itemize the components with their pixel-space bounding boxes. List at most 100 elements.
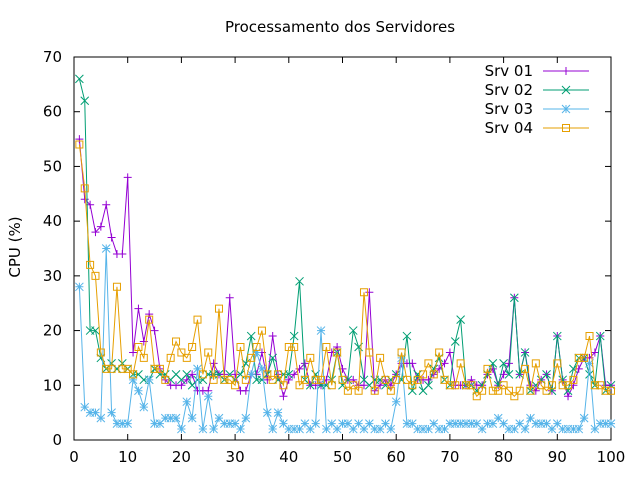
data-point	[407, 386, 417, 396]
data-point	[467, 375, 476, 384]
plot-area: 0 10 20 30 40 50 60 70 80 90 100 0 10 20 30 40 50 60 70	[43, 48, 625, 466]
data-point	[257, 364, 267, 374]
data-point	[595, 331, 605, 341]
series-line	[78, 144, 611, 398]
data-point	[419, 370, 428, 379]
data-point	[429, 364, 439, 374]
data-point	[263, 375, 272, 384]
series-2	[75, 74, 616, 396]
data-point	[150, 419, 159, 428]
data-point	[504, 424, 514, 434]
data-point	[236, 424, 245, 434]
data-point	[391, 397, 401, 407]
data-point	[327, 375, 337, 385]
data-point	[499, 381, 508, 390]
data-point	[123, 364, 132, 373]
data-point	[257, 326, 266, 335]
data-point	[531, 386, 540, 395]
data-point	[483, 369, 492, 379]
data-point	[75, 140, 84, 149]
data-point	[558, 424, 568, 434]
data-point	[343, 419, 353, 428]
data-point	[322, 424, 331, 434]
chart-title: Processamento dos Servidores	[225, 18, 455, 36]
data-point	[80, 184, 89, 193]
data-point	[182, 397, 192, 407]
data-point	[478, 386, 487, 395]
data-point	[542, 419, 551, 428]
data-point	[333, 348, 342, 357]
data-point	[579, 413, 589, 423]
data-point	[236, 342, 245, 351]
data-point	[509, 424, 519, 434]
data-point	[381, 375, 390, 384]
data-point	[145, 310, 154, 319]
x-tick-label: 80	[494, 448, 513, 466]
data-point	[402, 331, 412, 341]
data-point	[450, 419, 460, 428]
data-point	[596, 381, 605, 390]
data-point	[225, 419, 235, 428]
legend-label: Srv 01	[485, 62, 533, 80]
data-point	[220, 419, 229, 428]
data-point	[606, 380, 616, 390]
data-point	[585, 332, 594, 341]
data-point	[376, 381, 385, 390]
data-point	[268, 332, 277, 341]
data-point	[241, 375, 250, 384]
data-point	[569, 424, 578, 434]
data-point	[434, 424, 444, 434]
data-point	[601, 419, 610, 428]
data-point	[343, 386, 352, 395]
data-point	[424, 424, 433, 434]
data-point	[204, 348, 213, 357]
data-point	[493, 413, 503, 423]
data-point	[504, 369, 514, 379]
data-point	[75, 74, 84, 84]
data-point	[386, 424, 396, 434]
data-point	[580, 353, 589, 362]
data-point	[279, 381, 288, 390]
data-point	[279, 392, 288, 401]
data-point	[322, 342, 331, 351]
data-point	[295, 424, 304, 434]
data-point	[166, 413, 176, 423]
data-point	[107, 408, 116, 417]
data-point	[477, 380, 487, 390]
data-point	[327, 381, 336, 390]
y-tick-label: 10	[43, 376, 62, 394]
x-tick-label: 50	[333, 448, 352, 466]
y-tick-label: 50	[43, 157, 62, 175]
data-point	[472, 392, 481, 401]
data-point	[182, 353, 191, 362]
data-point	[139, 353, 148, 362]
data-point	[160, 413, 170, 423]
data-point	[289, 331, 299, 341]
data-point	[145, 315, 154, 324]
series-1	[75, 135, 615, 401]
data-point	[349, 381, 358, 390]
data-point	[338, 419, 347, 428]
data-point	[306, 353, 315, 362]
data-point	[284, 424, 294, 434]
data-point	[311, 419, 321, 428]
data-point	[563, 424, 573, 434]
data-point	[606, 419, 616, 428]
data-point	[365, 348, 374, 357]
data-point	[338, 375, 347, 384]
x-tick-label: 20	[172, 448, 191, 466]
data-point	[327, 348, 336, 357]
data-point	[499, 359, 508, 368]
y-tick-label: 20	[43, 322, 62, 340]
data-point	[569, 381, 578, 390]
data-point	[317, 375, 326, 384]
data-point	[91, 326, 100, 335]
x-tick-label: 100	[597, 448, 626, 466]
data-point	[413, 424, 423, 434]
data-point	[424, 359, 433, 368]
data-point	[274, 370, 283, 379]
data-point	[552, 331, 562, 341]
data-point	[101, 244, 111, 253]
data-point	[531, 419, 541, 428]
